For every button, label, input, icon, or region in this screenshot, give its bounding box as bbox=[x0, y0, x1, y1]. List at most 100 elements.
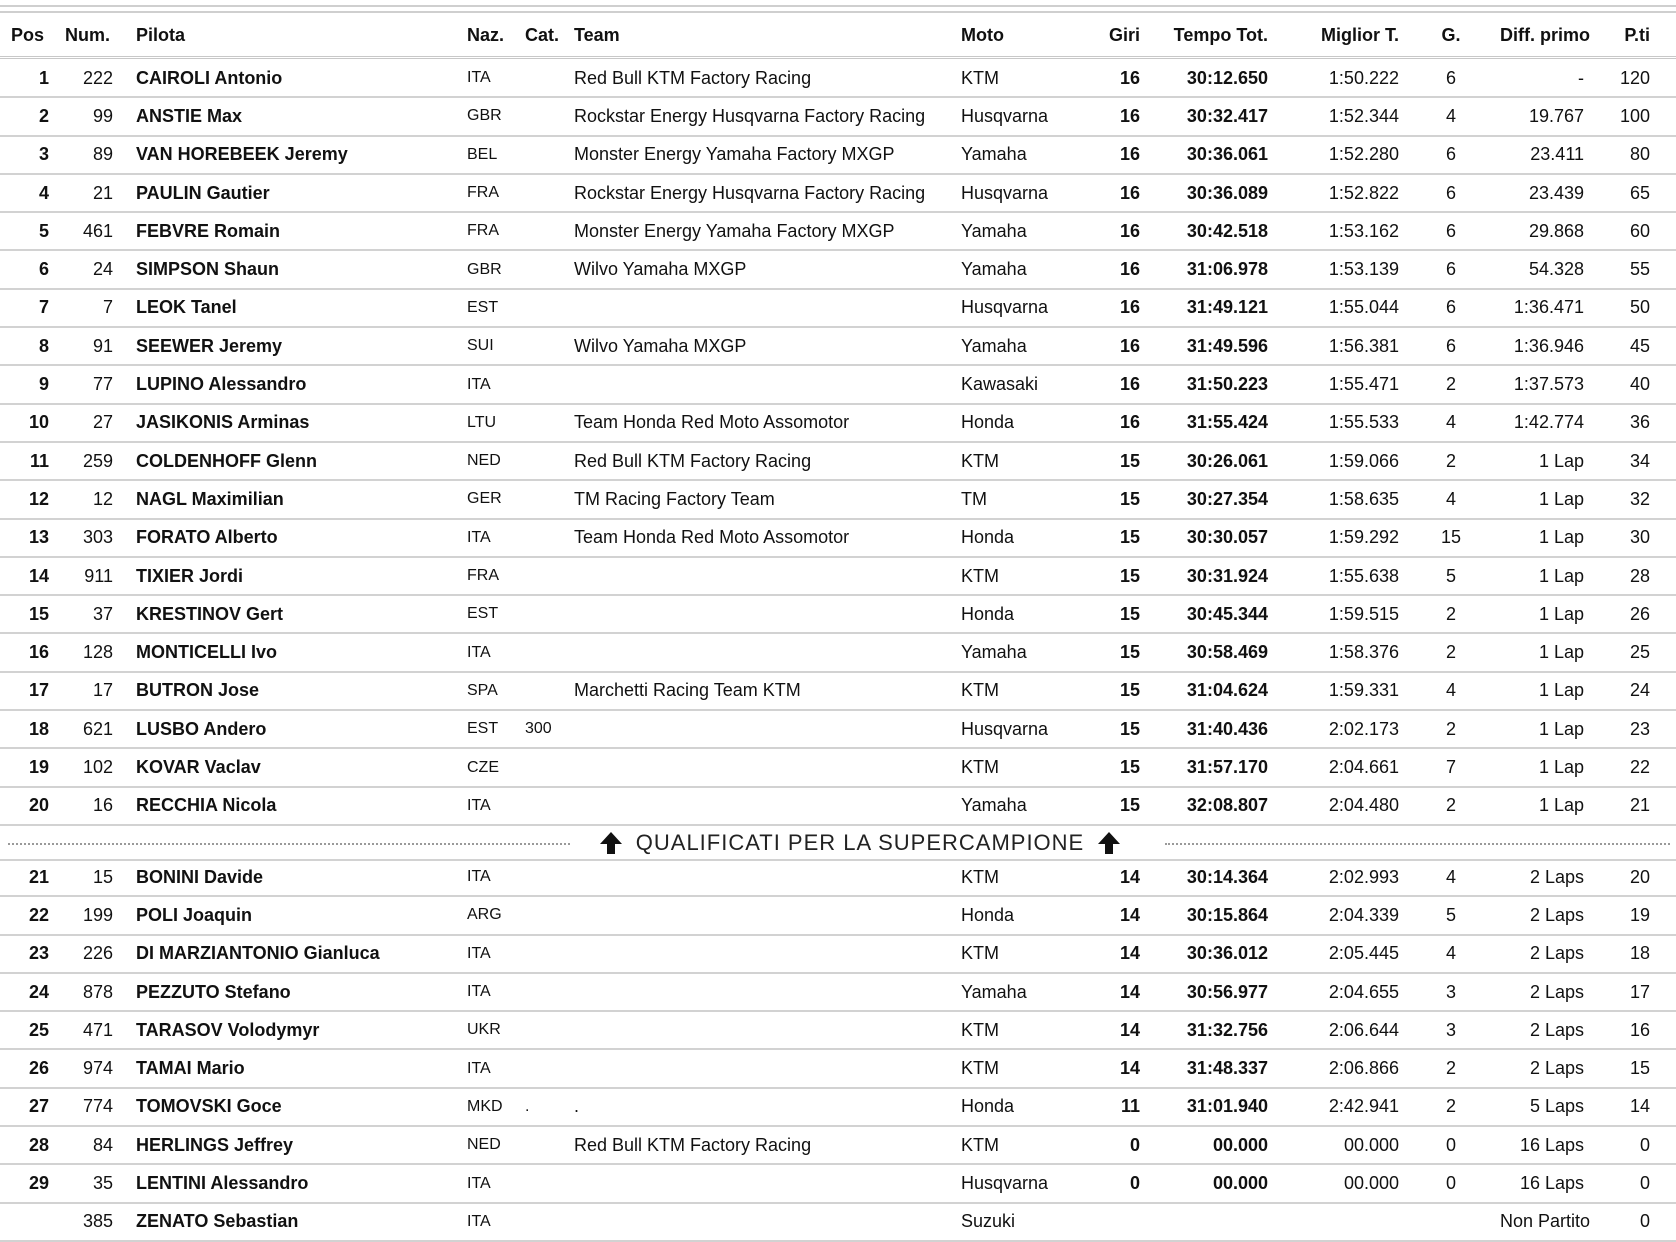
cell-giri: 16 bbox=[1119, 335, 1140, 356]
cell-giri: 15 bbox=[1119, 642, 1140, 663]
cell-pos: 5 bbox=[38, 220, 49, 241]
table-row: 8 91 SEEWER Jeremy SUI Wilvo Yamaha MXGP Yama… bbox=[0, 328, 1676, 367]
table-row: 7 7 LEOK Tanel EST Husqvarna 16 31:49.121 1:55.… bbox=[0, 290, 1676, 329]
cell-pos: 11 bbox=[29, 450, 49, 471]
cell-pos: 16 bbox=[28, 642, 49, 663]
cell-pilota: FEBVRE Romain bbox=[136, 220, 281, 241]
cell-num: 21 bbox=[92, 182, 113, 203]
cell-num: 461 bbox=[82, 220, 113, 241]
cell-g: 0 bbox=[1445, 1134, 1456, 1155]
cell-pti: 23 bbox=[1629, 718, 1650, 739]
cell-pos: 27 bbox=[28, 1096, 49, 1117]
cell-num: 27 bbox=[92, 412, 113, 433]
cell-moto: KTM bbox=[961, 757, 999, 778]
cell-moto: Husqvarna bbox=[961, 105, 1049, 126]
cell-diff: 23.439 bbox=[1528, 182, 1584, 203]
cell-diff: 1:42.774 bbox=[1513, 412, 1584, 433]
cell-g: 6 bbox=[1445, 335, 1456, 356]
cell-pti: 0 bbox=[1639, 1173, 1650, 1194]
cell-giri: 0 bbox=[1129, 1173, 1140, 1194]
cell-pilota: LEOK Tanel bbox=[136, 297, 237, 318]
cell-pti: 19 bbox=[1629, 904, 1650, 925]
cell-naz: ITA bbox=[467, 944, 491, 962]
cell-g: 2 bbox=[1445, 718, 1456, 739]
cell-pilota: SIMPSON Shaun bbox=[136, 259, 280, 280]
cell-num: 878 bbox=[82, 981, 113, 1002]
cell-pti: 18 bbox=[1629, 943, 1650, 964]
cell-giri: 16 bbox=[1119, 374, 1140, 395]
cell-naz: GER bbox=[467, 490, 502, 508]
cell-naz: ITA bbox=[467, 983, 491, 1001]
cell-g: 6 bbox=[1445, 67, 1456, 88]
cell-miglior: 1:59.515 bbox=[1328, 603, 1399, 624]
cell-naz: NED bbox=[467, 452, 501, 470]
cell-moto: KTM bbox=[961, 866, 999, 887]
table-row: 20 16 RECCHIA Nicola ITA Yamaha 15 32:08.807 2:… bbox=[0, 788, 1676, 826]
cell-moto: Husqvarna bbox=[961, 718, 1049, 739]
cell-pilota: RECCHIA Nicola bbox=[136, 795, 277, 816]
table-row: 9 77 LUPINO Alessandro ITA Kawasaki 16 31:50.2… bbox=[0, 366, 1676, 405]
cell-pilota: ZENATO Sebastian bbox=[136, 1211, 299, 1232]
cell-pti: 100 bbox=[1619, 105, 1650, 126]
cell-moto: KTM bbox=[961, 680, 999, 701]
cell-moto: Honda bbox=[961, 412, 1015, 433]
cell-pti: 45 bbox=[1629, 335, 1650, 356]
cell-miglior: 1:52.280 bbox=[1328, 144, 1399, 165]
cell-moto: Yamaha bbox=[961, 795, 1027, 816]
cell-pos: 13 bbox=[28, 527, 49, 548]
cell-tempo: 30:42.518 bbox=[1186, 220, 1268, 241]
cell-giri: 14 bbox=[1119, 981, 1140, 1002]
cell-pos: 17 bbox=[28, 680, 49, 701]
cell-num: 7 bbox=[102, 297, 113, 318]
cell-pilota: CAIROLI Antonio bbox=[136, 67, 283, 88]
cell-pos: 25 bbox=[28, 1019, 49, 1040]
cell-giri: 16 bbox=[1119, 220, 1140, 241]
cell-g: 6 bbox=[1445, 182, 1456, 203]
cell-tempo: 30:30.057 bbox=[1186, 527, 1268, 548]
cell-miglior: 2:06.644 bbox=[1328, 1019, 1399, 1040]
cell-pti: 65 bbox=[1629, 182, 1650, 203]
cell-miglior: 1:55.638 bbox=[1328, 565, 1399, 586]
cell-moto: Kawasaki bbox=[961, 374, 1039, 395]
cell-miglior: 1:59.292 bbox=[1328, 527, 1399, 548]
cell-miglior: 1:58.635 bbox=[1328, 488, 1399, 509]
cell-giri: 14 bbox=[1119, 904, 1140, 925]
cell-tempo: 00.000 bbox=[1212, 1173, 1268, 1194]
cell-naz: NED bbox=[467, 1136, 501, 1154]
cell-tempo: 30:36.061 bbox=[1186, 144, 1268, 165]
cell-g: 2 bbox=[1445, 1058, 1456, 1079]
cell-tempo: 30:36.012 bbox=[1186, 943, 1268, 964]
header-naz: Naz. bbox=[467, 24, 505, 45]
cell-num: 226 bbox=[82, 943, 113, 964]
table-row: 1 222 CAIROLI Antonio ITA Red Bull KTM Facto… bbox=[0, 60, 1676, 99]
cell-naz: ITA bbox=[467, 1212, 491, 1230]
cell-tempo: 31:06.978 bbox=[1186, 259, 1268, 280]
cell-pti: 25 bbox=[1629, 642, 1650, 663]
cell-num: 91 bbox=[92, 335, 113, 356]
cell-pti: 17 bbox=[1629, 981, 1650, 1002]
cell-miglior: 1:59.066 bbox=[1328, 450, 1399, 471]
cell-team: Monster Energy Yamaha Factory MXGP bbox=[574, 220, 895, 241]
cell-num: 128 bbox=[82, 642, 113, 663]
cell-pos: 3 bbox=[38, 144, 49, 165]
cell-moto: KTM bbox=[961, 67, 999, 88]
cell-team: . bbox=[574, 1096, 580, 1117]
dotted-line-right bbox=[1165, 843, 1670, 845]
cell-naz: ITA bbox=[467, 528, 491, 546]
cell-pilota: MONTICELLI Ivo bbox=[136, 642, 277, 663]
cell-miglior: 2:06.866 bbox=[1328, 1058, 1399, 1079]
cell-g: 4 bbox=[1445, 412, 1456, 433]
cell-diff: 2 Laps bbox=[1529, 904, 1584, 925]
cell-miglior: 1:53.162 bbox=[1328, 220, 1399, 241]
cell-giri: 15 bbox=[1119, 488, 1140, 509]
cell-tempo: 30:12.650 bbox=[1186, 67, 1268, 88]
header-g: G. bbox=[1441, 24, 1461, 45]
cell-naz: UKR bbox=[467, 1021, 501, 1039]
qualification-separator: QUALIFICATI PER LA SUPERCAMPIONE bbox=[0, 827, 1676, 861]
cell-diff: 1 Lap bbox=[1538, 488, 1584, 509]
cell-naz: GBR bbox=[467, 107, 502, 125]
header-pti: P.ti bbox=[1624, 24, 1650, 45]
cell-tempo: 31:57.170 bbox=[1186, 757, 1268, 778]
cell-pilota: LUPINO Alessandro bbox=[136, 374, 307, 395]
cell-naz: EST bbox=[467, 298, 499, 316]
